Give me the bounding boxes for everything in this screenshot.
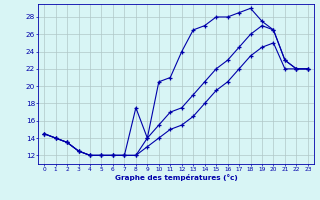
X-axis label: Graphe des températures (°c): Graphe des températures (°c) xyxy=(115,174,237,181)
